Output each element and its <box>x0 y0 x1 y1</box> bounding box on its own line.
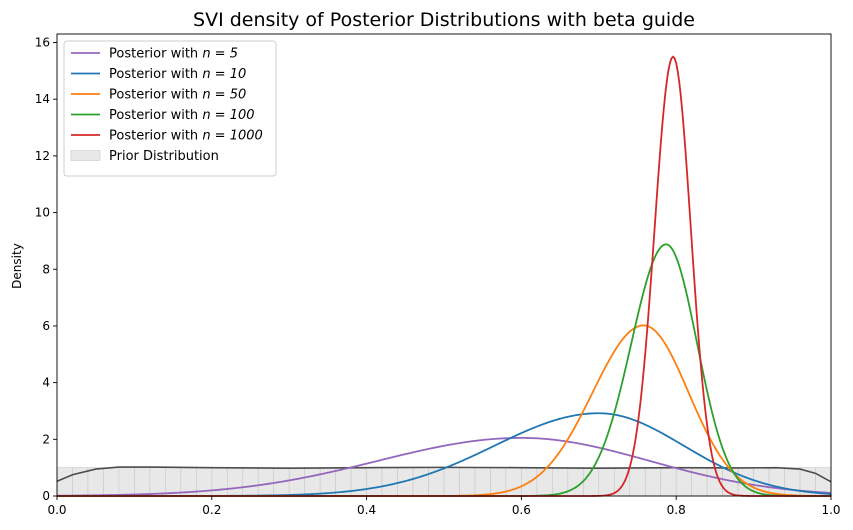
prior-bin <box>567 467 584 497</box>
x-tick-label: 0.0 <box>47 503 66 517</box>
prior-bin <box>211 467 228 497</box>
prior-bin <box>644 467 662 497</box>
prior-bin <box>350 467 367 497</box>
prior-bin <box>103 467 120 497</box>
prior-bin <box>598 467 615 497</box>
legend-label: Posterior with n = 50 <box>109 88 246 103</box>
prior-bin <box>288 467 305 497</box>
prior-bin <box>242 467 259 497</box>
legend-box <box>63 40 277 177</box>
y-axis-label: Density <box>10 243 24 289</box>
prior-bin <box>768 467 785 497</box>
y-tick-label: 0 <box>42 489 50 503</box>
plot-frame <box>56 33 832 497</box>
prior-band <box>56 467 832 497</box>
prior-bin <box>443 467 460 497</box>
prior-bin <box>381 467 398 497</box>
prior-bin <box>226 467 244 497</box>
prior-bin <box>629 467 646 497</box>
legend-swatch-prior <box>70 150 101 161</box>
x-tick-label: 0.4 <box>357 503 376 517</box>
y-tick-label: 4 <box>42 376 50 390</box>
prior-bin <box>165 467 182 497</box>
y-tick-label: 2 <box>42 432 50 446</box>
x-tick-label: 0.8 <box>667 503 686 517</box>
prior-bin <box>459 467 476 497</box>
prior-bin <box>134 467 151 497</box>
prior-bin <box>474 467 491 497</box>
x-tick-label: 0.6 <box>512 503 531 517</box>
legend-label: Posterior with n = 10 <box>109 67 246 82</box>
chart-title: SVI density of Posterior Distributions w… <box>193 9 695 31</box>
y-axis: 0 2 4 6 8 10 12 14 16 <box>35 36 57 503</box>
legend-label: Posterior with n = 5 <box>109 47 238 62</box>
prior-bin <box>536 467 553 497</box>
prior-layer <box>56 466 832 497</box>
y-tick-label: 10 <box>35 206 50 220</box>
x-axis: 0.0 0.2 0.4 0.6 0.8 1.0 <box>47 496 841 517</box>
prior-bin <box>118 467 135 497</box>
prior-bin <box>660 467 677 497</box>
prior-bin <box>784 467 801 497</box>
prior-bin <box>257 467 275 497</box>
prior-bin <box>412 467 429 497</box>
prior-bin <box>149 467 166 497</box>
series-line-0 <box>56 436 832 497</box>
legend-label: Posterior with n = 1000 <box>109 129 263 144</box>
legend: Posterior with n = 5 Posterior with n = 1… <box>63 40 277 177</box>
x-tick-label: 1.0 <box>821 503 840 517</box>
legend-label: Posterior with n = 100 <box>109 108 255 123</box>
prior-bin <box>304 467 321 497</box>
legend-label-prior: Prior Distribution <box>109 149 219 164</box>
prior-bin <box>56 467 73 497</box>
y-tick-label: 16 <box>35 36 50 50</box>
prior-kde-line <box>56 466 832 483</box>
y-tick-label: 6 <box>42 319 50 333</box>
prior-bin <box>87 467 104 497</box>
y-tick-label: 8 <box>42 262 50 276</box>
x-tick-label: 0.2 <box>202 503 221 517</box>
prior-bin <box>366 467 383 497</box>
y-tick-label: 12 <box>35 149 50 163</box>
y-tick-label: 14 <box>35 92 50 106</box>
